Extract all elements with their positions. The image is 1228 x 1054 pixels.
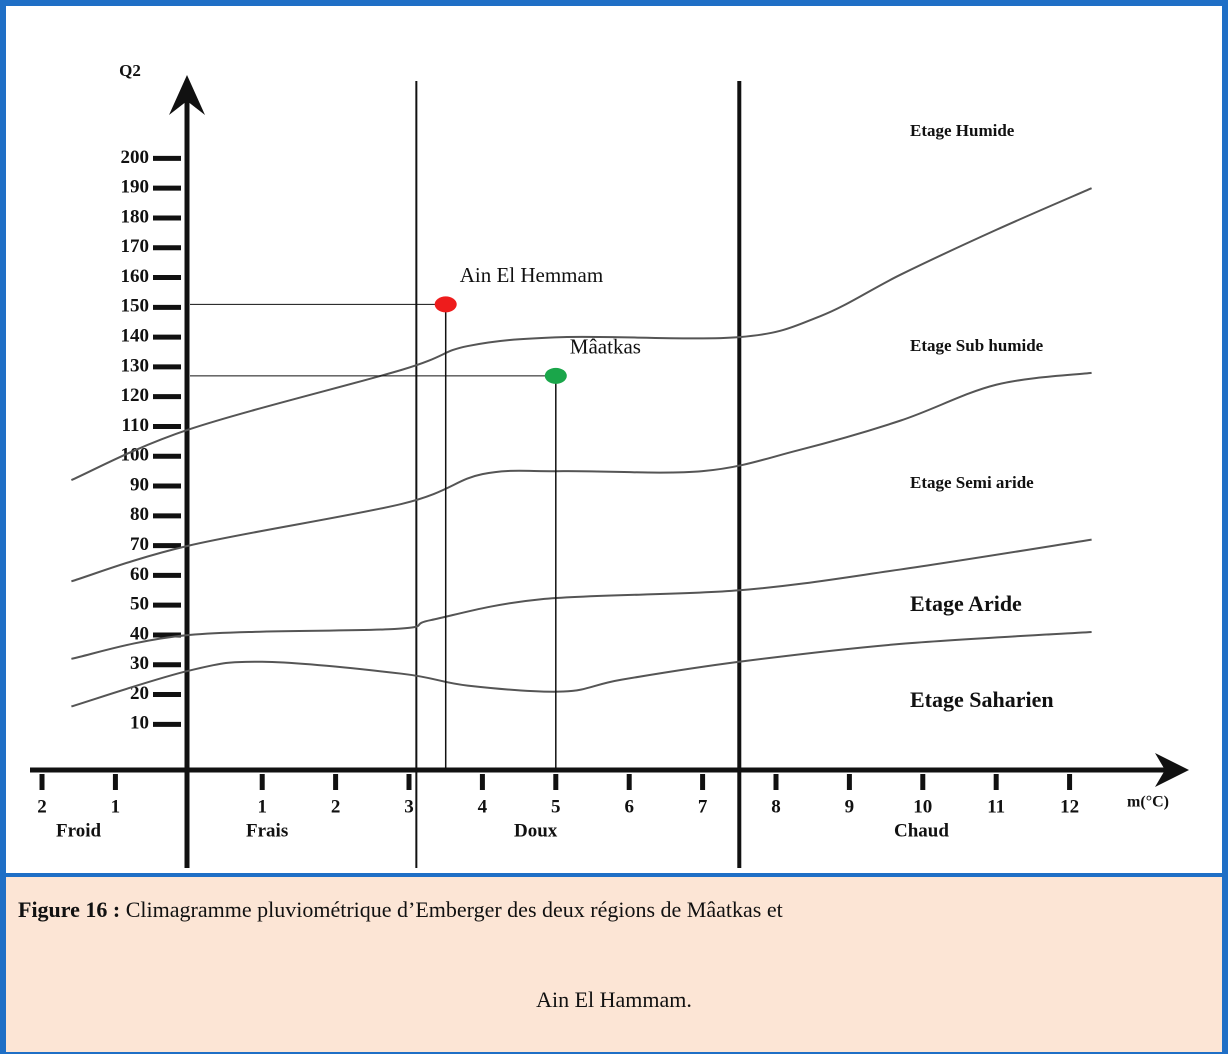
zone-label: Etage Semi aride — [910, 473, 1034, 492]
boundary-curve — [71, 371, 1092, 583]
y-tick-label: 130 — [121, 355, 150, 376]
y-tick-label: 90 — [130, 474, 149, 495]
x-tick-label: 8 — [771, 796, 781, 817]
x-tick-label: 10 — [913, 796, 932, 817]
boundary-curve — [71, 630, 1092, 708]
x-tick-label: 12 — [1060, 796, 1079, 817]
y-tick-label: 140 — [121, 325, 150, 346]
point-label: Mâatkas — [570, 335, 641, 359]
y-tick-label: 10 — [130, 713, 149, 734]
x-tick-label: 9 — [845, 796, 855, 817]
caption-text: Climagramme pluviométrique d’Emberger de… — [125, 897, 783, 922]
y-tick-label: 50 — [130, 594, 149, 615]
y-tick-label: 40 — [130, 623, 149, 644]
y-axis-arrow — [169, 75, 205, 115]
boundary-curve — [70, 187, 1093, 482]
x-tick-label: 4 — [478, 796, 488, 817]
y-tick-label: 120 — [121, 385, 150, 406]
zone-label: Etage Sub humide — [910, 336, 1044, 355]
y-tick-label: 80 — [130, 504, 149, 525]
zone-label: Etage Aride — [910, 591, 1022, 616]
caption-line: Ain El Hammam. — [536, 987, 692, 1012]
y-tick-label: 100 — [121, 445, 150, 466]
y-tick-label: 60 — [130, 564, 149, 585]
caption-label: Figure 16 : — [18, 897, 121, 922]
x-tick-label: 7 — [698, 796, 708, 817]
y-tick-label: 190 — [121, 177, 150, 198]
y-tick-label: 70 — [130, 534, 149, 555]
y-tick-label: 30 — [130, 653, 149, 674]
caption-line: Figure 16 : Climagramme pluviométrique d… — [18, 897, 783, 923]
region-label: Frais — [246, 820, 288, 841]
point — [434, 296, 457, 313]
y-tick-label: 170 — [121, 236, 150, 257]
x-axis-arrow — [1155, 753, 1189, 787]
x-tick-label: 1 — [111, 796, 121, 817]
x-tick-label: 2 — [331, 796, 341, 817]
x-tick-label: 3 — [404, 796, 414, 817]
y-tick-label: 20 — [130, 683, 149, 704]
x-tick-label: 6 — [624, 796, 634, 817]
x-tick-label: 11 — [987, 796, 1005, 817]
y-axis-label: Q2 — [119, 61, 141, 80]
x-tick-label: 5 — [551, 796, 561, 817]
caption: Figure 16 : Climagramme pluviométrique d… — [6, 873, 1222, 1052]
region-label: Doux — [514, 820, 558, 841]
x-axis-label: m(°C) — [1127, 794, 1169, 811]
y-tick-label: 150 — [121, 296, 150, 317]
chart: Q2m(°C)102030405060708090100110120130140… — [30, 61, 1189, 868]
zone-label: Etage Saharien — [910, 687, 1054, 712]
y-tick-label: 160 — [121, 266, 150, 287]
region-label: Chaud — [894, 820, 949, 841]
x-tick-label: 1 — [257, 796, 267, 817]
region-label: Froid — [56, 820, 101, 841]
y-tick-label: 200 — [121, 147, 150, 168]
point — [544, 367, 567, 384]
x-tick-label: 2 — [37, 796, 47, 817]
boundary-curve — [71, 538, 1092, 660]
point-label: Ain El Hemmam — [460, 263, 603, 287]
zone-label: Etage Humide — [910, 121, 1015, 140]
y-tick-label: 110 — [122, 415, 149, 436]
y-tick-label: 180 — [121, 206, 150, 227]
